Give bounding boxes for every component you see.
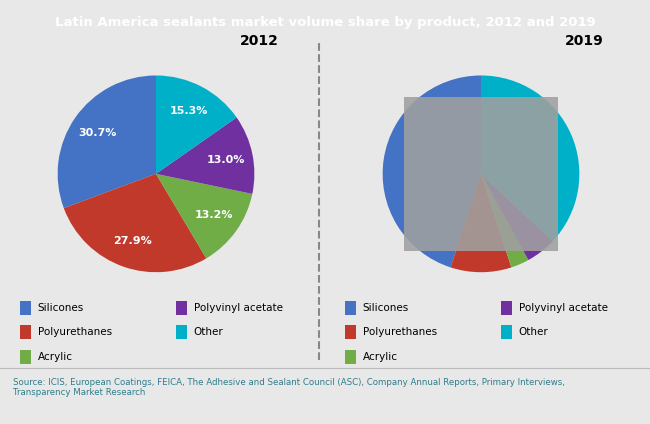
- Text: Polyurethanes: Polyurethanes: [38, 327, 112, 337]
- Wedge shape: [450, 174, 512, 272]
- Text: Polyvinyl acetate: Polyvinyl acetate: [194, 303, 283, 313]
- Bar: [344, 350, 356, 363]
- Text: 2019: 2019: [566, 34, 604, 48]
- Wedge shape: [481, 174, 552, 260]
- Wedge shape: [156, 174, 252, 258]
- Text: Acrylic: Acrylic: [38, 351, 73, 362]
- Text: Polyvinyl acetate: Polyvinyl acetate: [519, 303, 608, 313]
- Wedge shape: [156, 75, 237, 174]
- Text: 15.3%: 15.3%: [170, 106, 208, 116]
- Text: Silicones: Silicones: [363, 303, 409, 313]
- Text: 13.0%: 13.0%: [206, 155, 244, 165]
- Bar: [176, 325, 187, 339]
- Text: 13.2%: 13.2%: [194, 210, 233, 220]
- Text: 30.7%: 30.7%: [79, 128, 117, 138]
- Bar: [500, 301, 512, 315]
- Bar: [176, 301, 187, 315]
- Bar: [20, 301, 31, 315]
- Wedge shape: [481, 75, 579, 241]
- Bar: [20, 325, 31, 339]
- Text: Other: Other: [194, 327, 224, 337]
- Bar: [344, 301, 356, 315]
- Text: Silicones: Silicones: [38, 303, 84, 313]
- Text: Latin America sealants market volume share by product, 2012 and 2019: Latin America sealants market volume sha…: [55, 16, 595, 29]
- Bar: [20, 350, 31, 363]
- Wedge shape: [383, 75, 481, 268]
- Text: Other: Other: [519, 327, 549, 337]
- Text: Polyurethanes: Polyurethanes: [363, 327, 437, 337]
- Wedge shape: [156, 117, 254, 194]
- Text: 27.9%: 27.9%: [113, 236, 152, 245]
- Text: 2012: 2012: [240, 34, 279, 48]
- Wedge shape: [58, 75, 156, 208]
- Bar: [344, 325, 356, 339]
- Bar: [500, 325, 512, 339]
- Text: Acrylic: Acrylic: [363, 351, 398, 362]
- Wedge shape: [64, 174, 206, 272]
- Text: Source: ICIS, European Coatings, FEICA, The Adhesive and Sealant Council (ASC), : Source: ICIS, European Coatings, FEICA, …: [13, 378, 565, 397]
- Wedge shape: [481, 174, 528, 268]
- Bar: [404, 97, 558, 251]
